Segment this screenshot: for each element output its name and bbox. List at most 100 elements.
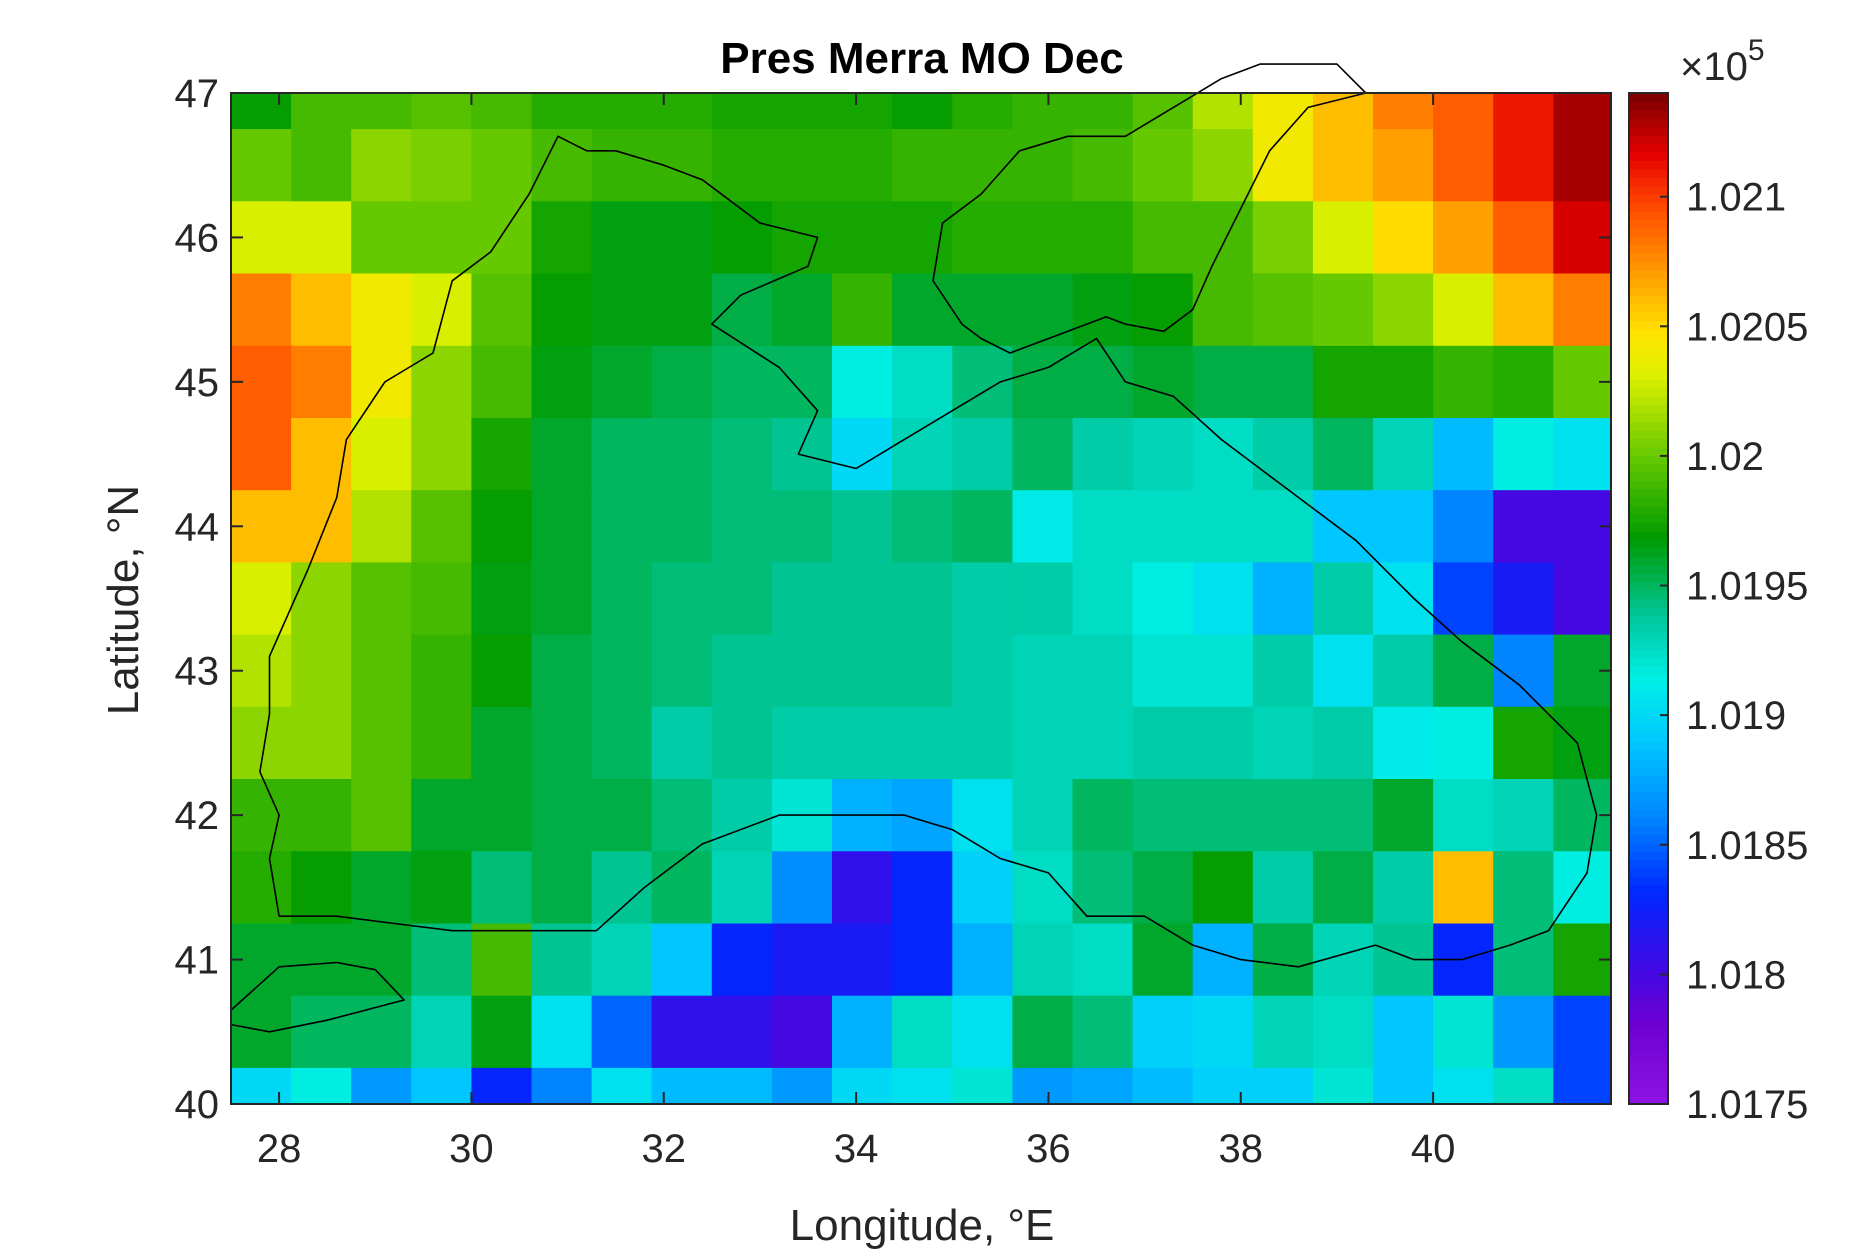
heatmap-cell xyxy=(711,490,773,563)
heatmap-cell xyxy=(471,129,533,202)
colorbar-swatch xyxy=(1629,101,1668,111)
heatmap-cell xyxy=(351,995,412,1069)
colorbar-exponent: ×105 xyxy=(1680,34,1765,89)
heatmap-cell xyxy=(1373,129,1434,202)
colorbar-swatch xyxy=(1629,910,1668,920)
colorbar-exponent-base: ×10 xyxy=(1680,45,1748,89)
colorbar-swatch xyxy=(1629,295,1668,305)
heatmap-cell xyxy=(1373,93,1434,130)
heatmap-cell xyxy=(531,273,593,347)
plot-frame xyxy=(230,92,1612,1105)
colorbar-swatch xyxy=(1629,430,1668,440)
heatmap-cell xyxy=(892,418,953,491)
heatmap-cell xyxy=(1493,93,1554,130)
heatmap-cell xyxy=(892,851,953,925)
colorbar-swatch xyxy=(1629,809,1668,819)
x-axis-label: Longitude, °E xyxy=(790,1201,1055,1250)
heatmap-cell xyxy=(411,1067,472,1105)
heatmap-cell xyxy=(1012,93,1074,130)
heatmap-cell xyxy=(1012,345,1074,419)
heatmap-cell xyxy=(711,779,773,852)
heatmap-cell xyxy=(1132,851,1194,925)
heatmap-cells xyxy=(231,93,1612,1105)
heatmap-cell xyxy=(832,201,893,275)
colorbar-swatch xyxy=(1629,1087,1668,1097)
colorbar-swatch xyxy=(1629,708,1668,718)
heatmap-cell xyxy=(771,490,833,563)
heatmap-cell xyxy=(411,706,472,780)
heatmap-cell xyxy=(892,923,953,997)
heatmap-cell xyxy=(1493,273,1554,347)
heatmap-cell xyxy=(1012,490,1074,563)
heatmap-cell xyxy=(351,1067,412,1105)
heatmap-cell xyxy=(1192,345,1254,419)
heatmap-cell xyxy=(411,201,472,275)
y-axis: 40 41 42 43 44 45 46 47 xyxy=(175,72,1611,1127)
heatmap-cell xyxy=(1373,418,1434,491)
colorbar-swatch xyxy=(1629,413,1668,423)
heatmap-cell xyxy=(591,1067,653,1105)
heatmap-cell xyxy=(832,634,893,708)
heatmap-cell xyxy=(1072,418,1134,491)
heatmap-cell xyxy=(771,1067,833,1105)
colorbar-swatch xyxy=(1629,758,1668,768)
heatmap-cell xyxy=(952,706,1013,780)
heatmap-cell xyxy=(1252,779,1314,852)
heatmap-cell xyxy=(351,851,412,925)
heatmap-cell xyxy=(651,634,713,708)
heatmap-cell xyxy=(1012,129,1074,202)
sea-of-marmara-coastline xyxy=(230,961,405,1033)
colorbar-swatch xyxy=(1629,227,1668,237)
heatmap-cell xyxy=(591,490,653,563)
heatmap-cell xyxy=(1012,779,1074,852)
heatmap-cell xyxy=(1132,418,1194,491)
heatmap-cell xyxy=(651,706,713,780)
heatmap-cell xyxy=(711,93,773,130)
heatmap-cell xyxy=(1433,706,1494,780)
colorbar-tick-label: 1.0195 xyxy=(1686,565,1808,609)
heatmap-cell xyxy=(1072,93,1134,130)
heatmap-cell xyxy=(1433,634,1494,708)
heatmap-cell xyxy=(1373,1067,1434,1105)
colorbar-swatch xyxy=(1629,1078,1668,1088)
heatmap-cell xyxy=(832,129,893,202)
colorbar-swatch xyxy=(1629,943,1668,953)
heatmap-cell xyxy=(832,562,893,636)
heatmap-cell xyxy=(531,562,593,636)
colorbar-swatch xyxy=(1629,371,1668,381)
colorbar-swatch xyxy=(1629,497,1668,507)
heatmap-cell xyxy=(351,93,412,130)
heatmap-cell xyxy=(471,562,533,636)
heatmap-cell xyxy=(1493,779,1554,852)
colorbar-swatch xyxy=(1629,455,1668,465)
heatmap-cell xyxy=(1132,93,1194,130)
heatmap-cell xyxy=(351,923,412,997)
heatmap-cell xyxy=(1252,634,1314,708)
heatmap-cell xyxy=(531,995,593,1069)
heatmap-cell xyxy=(231,129,292,202)
heatmap-cell xyxy=(291,779,352,852)
heatmap-cell xyxy=(1373,634,1434,708)
heatmap-cell xyxy=(291,201,352,275)
colorbar-swatch xyxy=(1629,682,1668,692)
heatmap-cell xyxy=(351,490,412,563)
heatmap-cell xyxy=(952,345,1013,419)
heatmap-cell xyxy=(1553,851,1612,925)
heatmap-cell xyxy=(1433,562,1494,636)
heatmap-cell xyxy=(711,418,773,491)
heatmap-cell xyxy=(771,129,833,202)
heatmap-cell xyxy=(1012,634,1074,708)
heatmap-cell xyxy=(531,851,593,925)
heatmap-cell xyxy=(952,93,1013,130)
x-tick-label: 30 xyxy=(449,1127,494,1171)
heatmap-cell xyxy=(1433,418,1494,491)
y-tick-label: 45 xyxy=(175,361,220,405)
heatmap-cell xyxy=(1553,562,1612,636)
heatmap-cell xyxy=(1072,201,1134,275)
heatmap-cell xyxy=(711,706,773,780)
heatmap-cell xyxy=(411,93,472,130)
colorbar-swatch xyxy=(1629,632,1668,642)
heatmap-cell xyxy=(711,995,773,1069)
heatmap-cell xyxy=(952,1067,1013,1105)
heatmap-cell xyxy=(1072,995,1134,1069)
